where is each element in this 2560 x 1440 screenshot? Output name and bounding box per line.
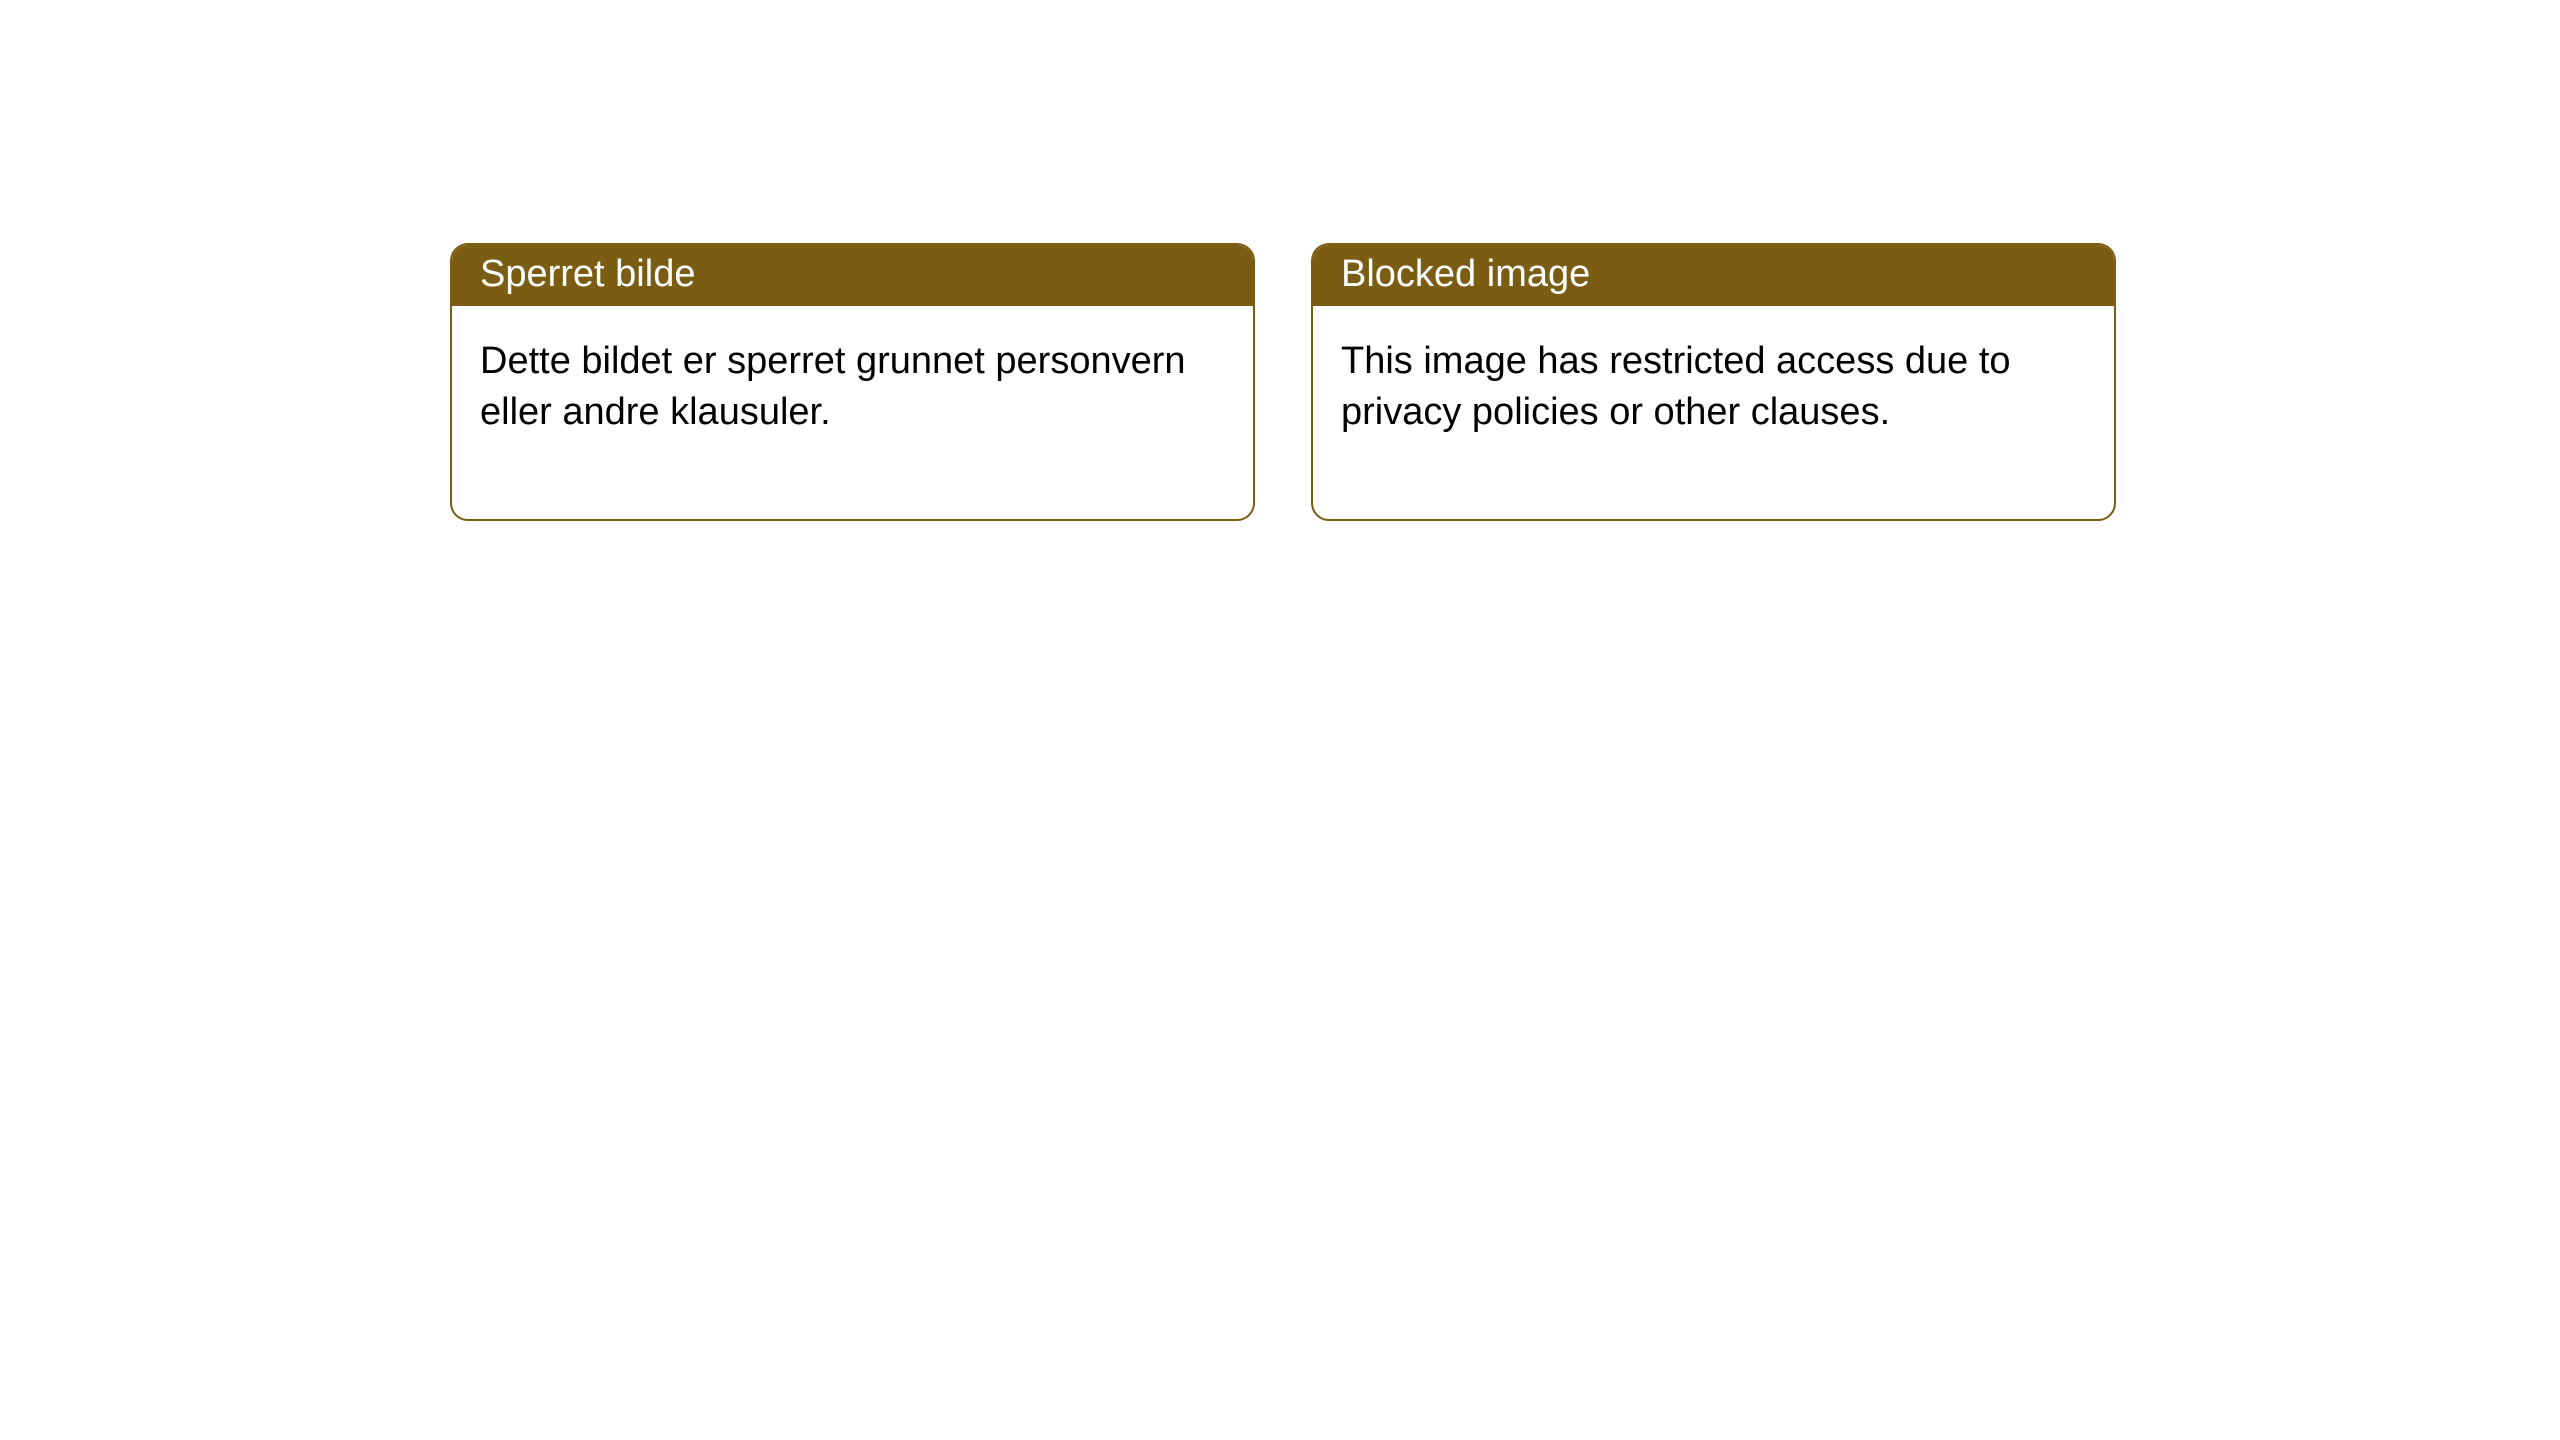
notice-container: Sperret bilde Dette bildet er sperret gr… — [0, 0, 2560, 521]
notice-header: Sperret bilde — [452, 245, 1253, 306]
notice-card-norwegian: Sperret bilde Dette bildet er sperret gr… — [450, 243, 1255, 521]
notice-header: Blocked image — [1313, 245, 2114, 306]
notice-card-english: Blocked image This image has restricted … — [1311, 243, 2116, 521]
notice-body: This image has restricted access due to … — [1313, 306, 2114, 519]
notice-body: Dette bildet er sperret grunnet personve… — [452, 306, 1253, 519]
